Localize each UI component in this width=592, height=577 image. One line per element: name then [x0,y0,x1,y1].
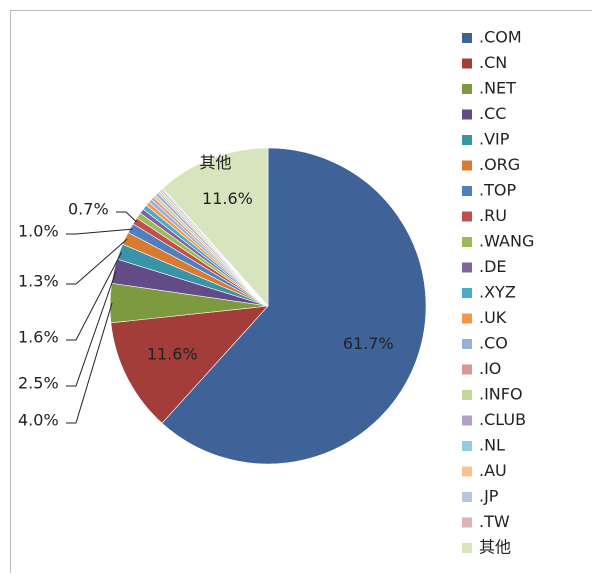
legend-swatch [462,314,472,324]
legend-swatch [462,135,472,145]
legend-label: .IO [479,359,501,378]
legend-label: .XYZ [479,283,516,302]
legend-label: .DE [479,257,507,276]
data-label: 0.7% [68,200,109,219]
data-label: 4.0% [18,411,59,430]
legend-swatch [462,237,472,247]
data-label: 11.6% [202,189,253,208]
legend-label: .WANG [479,232,534,251]
data-label: 11.6% [147,344,198,363]
legend-label: 其他 [479,538,511,557]
legend-swatch [462,339,472,349]
legend-swatch [462,390,472,400]
legend-swatch [462,161,472,171]
legend-label: .CO [479,334,508,353]
legend-swatch [462,186,472,196]
legend-swatch [462,441,472,451]
legend-label: .JP [479,487,499,506]
legend-swatch [462,492,472,502]
legend-label: .ORG [479,155,520,174]
legend-label: .INFO [479,385,523,404]
legend-label: .RU [479,206,507,225]
legend-label: .NET [479,79,516,98]
data-label: 1.0% [18,222,59,241]
data-label: 1.6% [18,328,59,347]
legend-label: .NL [479,436,505,455]
data-label: 61.7% [343,334,394,353]
legend-label: .CLUB [479,410,526,429]
legend-swatch [462,212,472,222]
legend-label: .UK [479,308,507,327]
data-label: 2.5% [18,374,59,393]
legend-label: .CN [479,53,507,72]
legend-label: .COM [479,28,522,47]
legend-label: .VIP [479,130,510,149]
legend-label: .CC [479,104,506,123]
legend-swatch [462,288,472,298]
legend-swatch [462,59,472,69]
legend-swatch [462,543,472,553]
legend-swatch [462,416,472,426]
legend-swatch [462,263,472,273]
legend-swatch [462,33,472,43]
legend-label: .TOP [479,181,516,200]
legend-swatch [462,110,472,120]
legend-label: .TW [479,512,510,531]
legend-swatch [462,518,472,528]
legend-swatch [462,365,472,375]
slice-name: 其他 [199,153,231,172]
legend-label: .AU [479,461,507,480]
legend-swatch [462,84,472,94]
legend-swatch [462,467,472,477]
data-label: 1.3% [18,272,59,291]
